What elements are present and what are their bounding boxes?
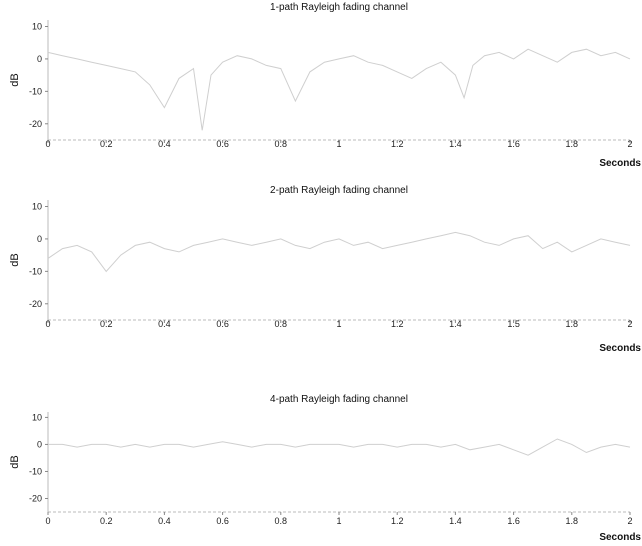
panel-2-y-tick-label: 10 xyxy=(32,201,42,211)
panel-3-x-tick-label: 1.4 xyxy=(449,516,462,526)
panel-1-y-tick-label: -10 xyxy=(29,86,42,96)
panel-3-x-tick-label: 0.4 xyxy=(158,516,171,526)
panel-1-y-tick-label: 0 xyxy=(37,54,42,64)
panel-3-x-tick-label: 0.6 xyxy=(216,516,229,526)
panel-1-title: 1-path Rayleigh fading channel xyxy=(270,2,408,13)
panel-2-x-tick-label: 2 xyxy=(627,319,632,329)
panel-2-x-tick-label: 0.2 xyxy=(100,319,113,329)
panel-3-y-tick-label: 0 xyxy=(37,439,42,449)
panel-3-title: 4-path Rayleigh fading channel xyxy=(270,394,408,405)
panel-2-x-tick-label: 1.8 xyxy=(566,319,579,329)
panel-2-title: 2-path Rayleigh fading channel xyxy=(270,185,408,196)
panel-3-x-tick-label: 2 xyxy=(627,516,632,526)
panel-1-x-tick-label: 0 xyxy=(45,139,50,149)
panel-1-x-tick-label: 0.6 xyxy=(216,139,229,149)
panel-3-x-tick-label: 0.8 xyxy=(275,516,288,526)
panel-3-x-axis-label: Seconds xyxy=(599,532,641,543)
panel-3-y-tick-label: -10 xyxy=(29,466,42,476)
panel-3-x-tick-label: 0.2 xyxy=(100,516,113,526)
panel-1-y-tick-label: 10 xyxy=(32,21,42,31)
panel-1-x-tick-label: 1.8 xyxy=(566,139,579,149)
panel-3-y-tick-label: 10 xyxy=(32,412,42,422)
panel-3-x-tick-label: 1 xyxy=(336,516,341,526)
panel-3-x-tick-label: 1.8 xyxy=(566,516,579,526)
panel-2-y-axis-label: dB xyxy=(9,253,21,266)
panel-2-x-tick-label: 0.6 xyxy=(216,319,229,329)
panel-2-x-tick-label: 1 xyxy=(336,319,341,329)
panel-1-x-tick-label: 2 xyxy=(627,139,632,149)
panel-2-x-tick-label: 0.4 xyxy=(158,319,171,329)
panel-3-x-tick-label: 1.6 xyxy=(507,516,520,526)
panel-2-y-tick-label: 0 xyxy=(37,234,42,244)
panel-1-series-line xyxy=(47,48,631,131)
panel-1-x-tick-label: 1.2 xyxy=(391,139,404,149)
panel-3-y-axis-label: dB xyxy=(9,455,21,468)
panel-1-x-tick-label: 0.2 xyxy=(100,139,113,149)
panel-1-x-tick-label: 1 xyxy=(336,139,341,149)
panel-2-series-line xyxy=(47,231,631,273)
panel-1-y-axis-label: dB xyxy=(9,73,21,86)
panel-2-x-tick-label: 0 xyxy=(45,319,50,329)
panel-2-x-tick-label: 1.4 xyxy=(449,319,462,329)
panel-1-x-tick-label: 1.6 xyxy=(507,139,520,149)
panel-1-x-axis-label: Seconds xyxy=(599,158,641,169)
panel-3-x-tick-label: 1.2 xyxy=(391,516,404,526)
panel-3-y-tick-label: -20 xyxy=(29,493,42,503)
panel-2-x-axis-label: Seconds xyxy=(599,343,641,354)
panel-2-x-tick-label: 1.2 xyxy=(391,319,404,329)
panel-2-y-tick-label: -10 xyxy=(29,266,42,276)
panel-1-x-tick-label: 0.8 xyxy=(275,139,288,149)
panel-2-y-tick-label: -20 xyxy=(29,299,42,309)
panel-2-x-tick-label: 1.5 xyxy=(507,319,520,329)
panel-1-x-tick-label: 1.4 xyxy=(449,139,462,149)
panel-3-series-line xyxy=(48,438,631,456)
panel-3-x-tick-label: 0 xyxy=(45,516,50,526)
panel-2-x-tick-label: 0.8 xyxy=(275,319,288,329)
panel-1-x-tick-label: 0.4 xyxy=(158,139,171,149)
panel-1-y-tick-label: -20 xyxy=(29,119,42,129)
